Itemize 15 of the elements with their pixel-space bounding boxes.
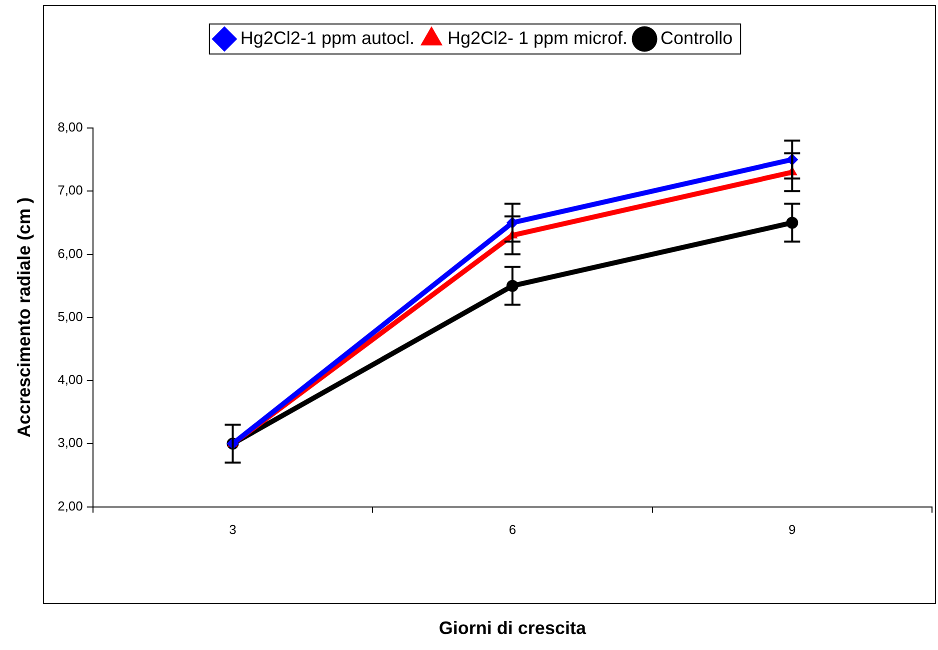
legend-label: Hg2Cl2-1 ppm autocl. xyxy=(240,28,415,48)
x-tick-label: 9 xyxy=(788,522,796,538)
y-tick-label: 2,00 xyxy=(58,498,83,514)
y-tick-label: 5,00 xyxy=(58,308,83,324)
x-tick-label: 6 xyxy=(508,522,516,538)
x-tick-label: 3 xyxy=(229,522,236,538)
legend-label: Hg2Cl2- 1 ppm microf. xyxy=(448,28,628,48)
y-tick-label: 8,00 xyxy=(58,120,83,135)
y-tick-label: 4,00 xyxy=(58,372,83,388)
y-axis-title: Accrescimento radiale (cm ) xyxy=(14,197,34,438)
y-tick-label: 6,00 xyxy=(58,246,83,261)
legend-label: Controllo xyxy=(660,28,733,48)
y-tick-label: 3,00 xyxy=(58,435,83,450)
x-axis-title: Giorni di crescita xyxy=(438,618,587,638)
y-tick-label: 7,00 xyxy=(58,182,83,198)
